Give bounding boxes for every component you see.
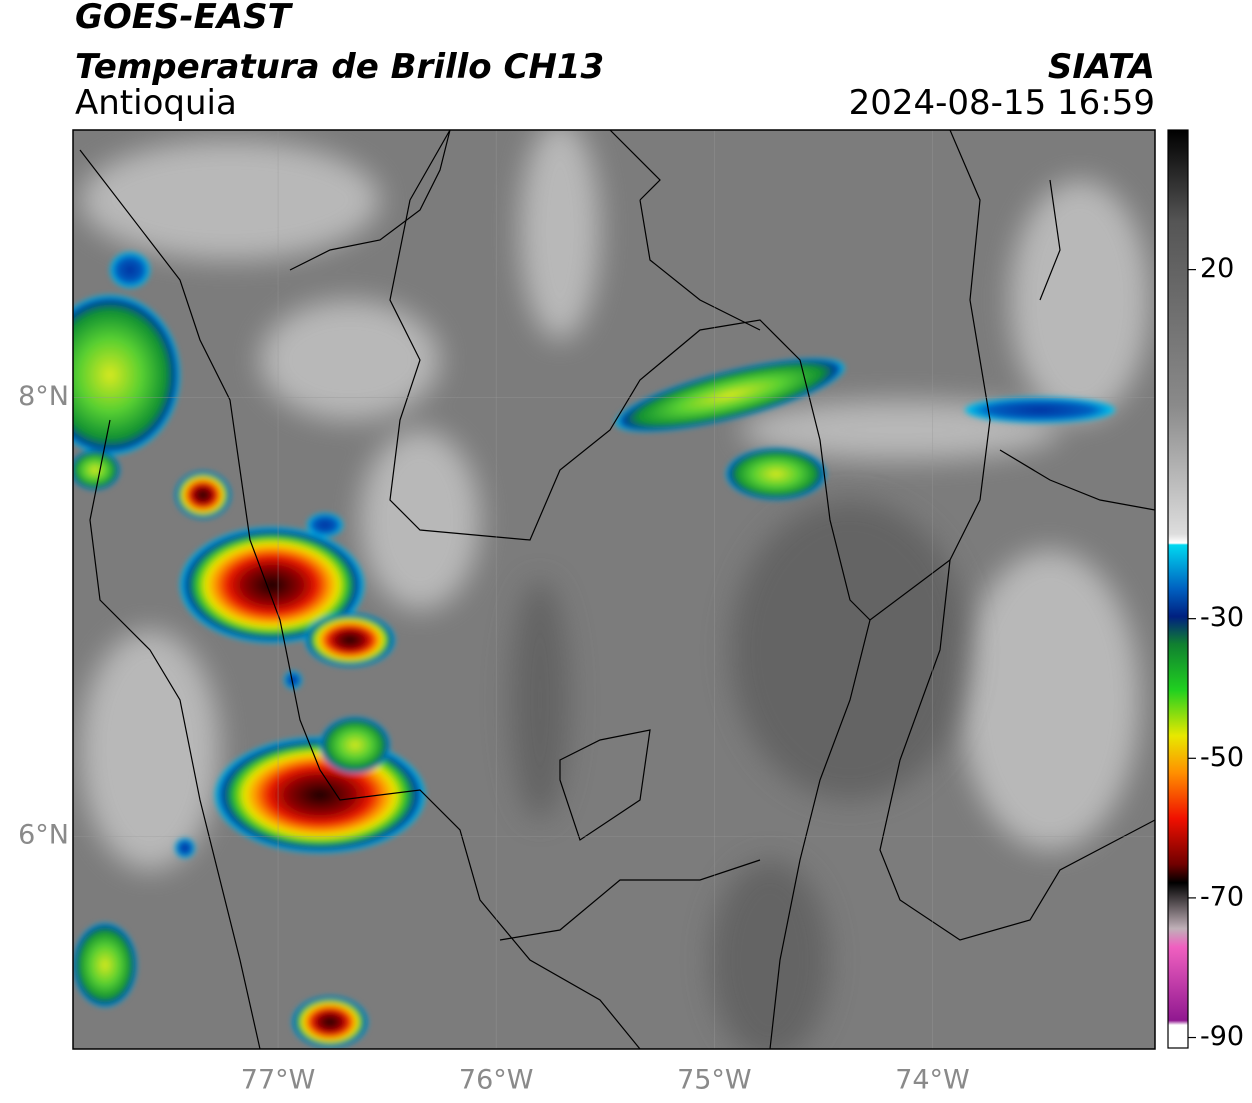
x-tick-label: 77°W: [241, 1065, 316, 1096]
colorbar-tick-label: 20: [1200, 253, 1234, 284]
colorbar-tick-label: -30: [1200, 602, 1244, 633]
product: Temperatura de Brillo CH13: [75, 47, 604, 87]
colorbar-tick-label: -50: [1200, 742, 1244, 773]
source: SIATA: [1048, 47, 1155, 87]
boundaries: [79, 130, 1155, 1049]
satellite: GOES-EAST: [75, 0, 294, 37]
datetime: 2024-08-15 16:59: [849, 83, 1155, 123]
y-tick-label: 8°N: [18, 381, 69, 412]
ticks: 77°W 76°W 75°W 74°W 6°N 8°N 20 -30 -50 -70 -90: [18, 253, 1244, 1095]
map-image: [73, 130, 1155, 1049]
map-frame: [72, 129, 1156, 1050]
colorbar-tick-label: -90: [1200, 1021, 1244, 1052]
region: Antioquia: [75, 83, 237, 123]
colorbar: [1167, 129, 1189, 1049]
grid: [73, 130, 1155, 1049]
y-tick-label: 6°N: [18, 820, 69, 851]
colorbar-tick-label: -70: [1200, 881, 1244, 912]
x-tick-label: 75°W: [677, 1065, 752, 1096]
x-tick-label: 76°W: [459, 1065, 534, 1096]
x-tick-label: 74°W: [895, 1065, 970, 1096]
